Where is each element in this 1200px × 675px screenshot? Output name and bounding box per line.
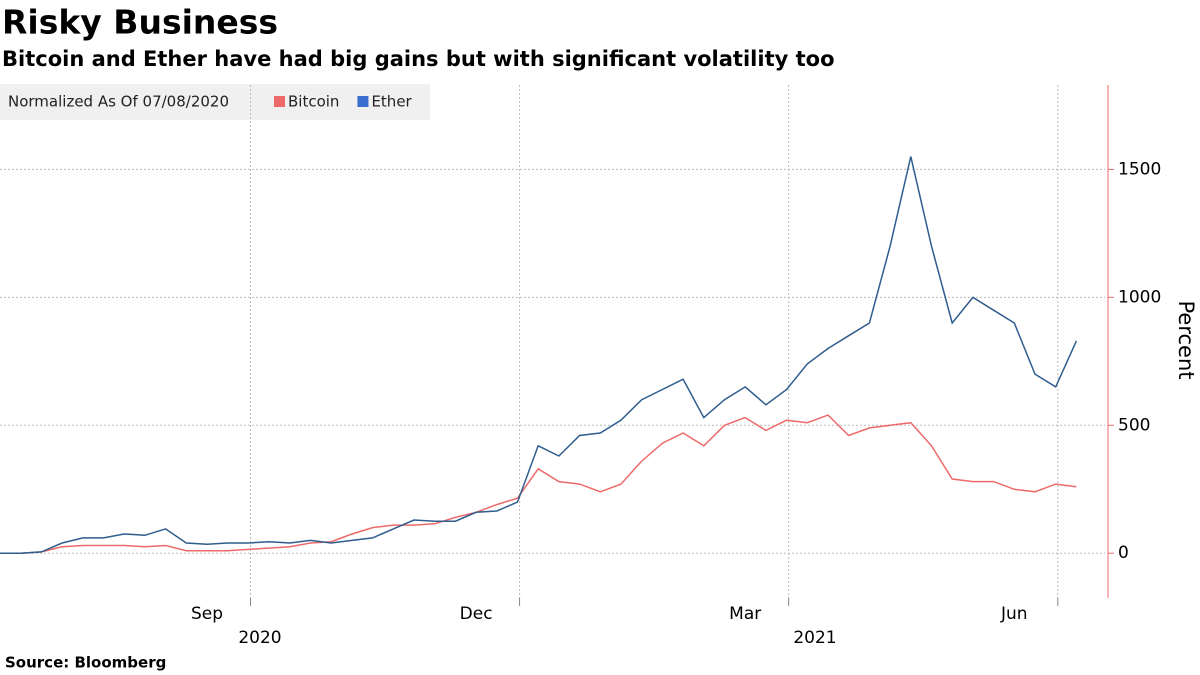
y-axis-label: Percent	[1174, 300, 1198, 379]
x-tick-label: Sep	[191, 604, 223, 624]
series-line	[0, 414, 1077, 554]
y-tick-label: 0	[1118, 543, 1129, 563]
x-year-label: 2021	[793, 628, 836, 648]
legend-label: Ether	[371, 93, 412, 111]
legend-title: Normalized As Of 07/08/2020	[8, 93, 229, 111]
legend-label: Bitcoin	[288, 93, 339, 111]
chart-subtitle: Bitcoin and Ether have had big gains but…	[2, 47, 835, 71]
y-tick-label: 1000	[1118, 287, 1161, 307]
y-tick-label: 500	[1118, 415, 1150, 435]
y-tick-label: 1500	[1118, 159, 1161, 179]
x-year-label: 2020	[238, 628, 281, 648]
series-line	[0, 156, 1078, 554]
chart-title: Risky Business	[2, 3, 278, 42]
x-tick-label: Jun	[1000, 604, 1028, 624]
legend-swatch	[274, 96, 285, 107]
legend-swatch	[357, 96, 369, 107]
x-tick-label: Dec	[460, 604, 493, 624]
x-tick-label: Mar	[729, 604, 761, 624]
source: Source: Bloomberg	[5, 654, 166, 672]
